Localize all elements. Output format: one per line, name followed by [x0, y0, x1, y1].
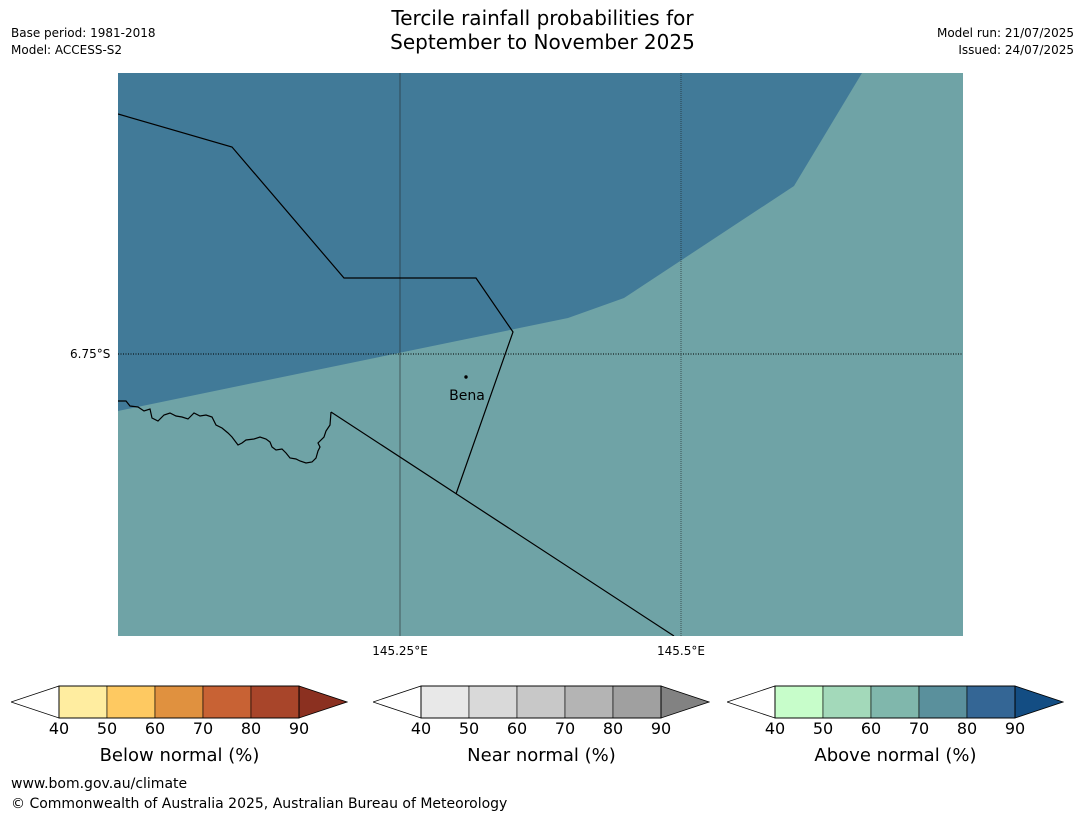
colorbar-segment [966, 685, 1016, 719]
colorbar-extend-low [373, 685, 422, 719]
forecast-map[interactable]: Bena [118, 73, 963, 636]
coastline [118, 400, 332, 464]
colorbar-tick-label: 90 [1004, 719, 1026, 738]
colorbar-tick-label: 80 [602, 719, 624, 738]
colorbar-title-near: Near normal (%) [467, 745, 616, 766]
footer-url[interactable]: www.bom.gov.au/climate [11, 776, 188, 792]
title-line-2: September to November 2025 [390, 30, 695, 54]
colorbar-extend-low [727, 685, 776, 719]
colorbar-tick-label: 40 [48, 719, 70, 738]
colorbar-tick-label: 60 [144, 719, 166, 738]
colorbar-segment [516, 685, 566, 719]
colorbar-segment [154, 685, 204, 719]
province-boundary-north [118, 113, 514, 495]
colorbar-extend-high [1014, 685, 1064, 719]
footer-copyright: © Commonwealth of Australia 2025, Austra… [11, 796, 508, 812]
colorbar-segment [420, 685, 470, 719]
colorbar-segment [564, 685, 614, 719]
place-marker-bena[interactable] [464, 375, 468, 379]
colorbar-above-normal [727, 685, 1064, 719]
colorbar-tick-label: 90 [288, 719, 310, 738]
colorbar-segment [202, 685, 252, 719]
model-run-text: Model run: 21/07/2025 [936, 26, 1074, 40]
colorbar-tick-label: 60 [860, 719, 882, 738]
region-above-80 [118, 73, 862, 411]
colorbar-outline [58, 685, 300, 719]
colorbar-segment [612, 685, 662, 719]
colorbar-tick-label: 40 [410, 719, 432, 738]
colorbar-tick-label: 70 [192, 719, 214, 738]
place-label-bena: Bena [449, 388, 485, 404]
colorbar-tick-label: 70 [554, 719, 576, 738]
colorbar-extend-low [11, 685, 60, 719]
colorbar-extend-high [660, 685, 710, 719]
colorbar-segment [106, 685, 156, 719]
colorbar-tick-label: 60 [506, 719, 528, 738]
colorbar-near-normal [373, 685, 710, 719]
colorbar-segment [822, 685, 872, 719]
colorbar-tick-label: 80 [240, 719, 262, 738]
colorbar-segment [58, 685, 108, 719]
colorbar-tick-label: 40 [764, 719, 786, 738]
title-line-1: Tercile rainfall probabilities for [391, 6, 694, 30]
colorbar-outline [774, 685, 1016, 719]
colorbar-segment [774, 685, 824, 719]
page-title: Tercile rainfall probabilities for Septe… [0, 6, 1085, 54]
colorbar-segment [918, 685, 968, 719]
issued-text: Issued: 24/07/2025 [958, 43, 1074, 57]
colorbar-tick-label: 50 [96, 719, 118, 738]
colorbar-title-above: Above normal (%) [814, 745, 977, 766]
colorbar-legends: Below normal (%) Near normal (%) Above n… [0, 680, 1085, 770]
base-period-text: Base period: 1981-2018 [11, 26, 156, 40]
colorbar-tick-label: 90 [650, 719, 672, 738]
colorbar-segment [250, 685, 300, 719]
province-boundary-south [330, 411, 675, 636]
colorbar-segment [870, 685, 920, 719]
colorbar-tick-label: 50 [812, 719, 834, 738]
lat-label: 6.75°S [70, 347, 111, 361]
model-text: Model: ACCESS-S2 [11, 43, 123, 57]
colorbar-below-normal [11, 685, 348, 719]
colorbar-tick-label: 50 [458, 719, 480, 738]
colorbar-tick-label: 80 [956, 719, 978, 738]
lon-label-145-5: 145.5°E [657, 644, 705, 658]
colorbar-outline [420, 685, 662, 719]
lon-label-145-25: 145.25°E [372, 644, 428, 658]
colorbar-segment [468, 685, 518, 719]
colorbar-tick-label: 70 [908, 719, 930, 738]
colorbar-title-below: Below normal (%) [99, 745, 260, 766]
colorbar-extend-high [298, 685, 348, 719]
